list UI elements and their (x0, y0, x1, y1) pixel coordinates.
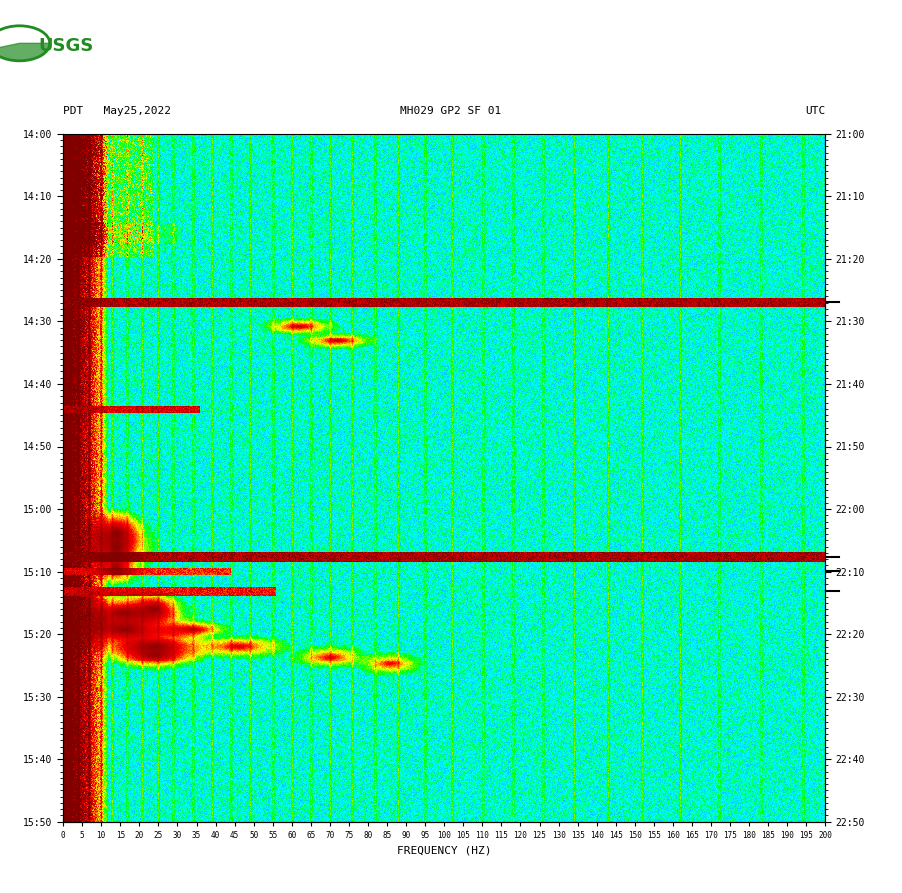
Text: PDT   May25,2022: PDT May25,2022 (63, 106, 171, 116)
Text: UTC: UTC (805, 106, 825, 116)
X-axis label: FREQUENCY (HZ): FREQUENCY (HZ) (397, 845, 492, 855)
Wedge shape (0, 44, 50, 61)
Text: MH029 GP2 SF 01: MH029 GP2 SF 01 (400, 106, 502, 116)
Text: USGS: USGS (38, 38, 93, 55)
